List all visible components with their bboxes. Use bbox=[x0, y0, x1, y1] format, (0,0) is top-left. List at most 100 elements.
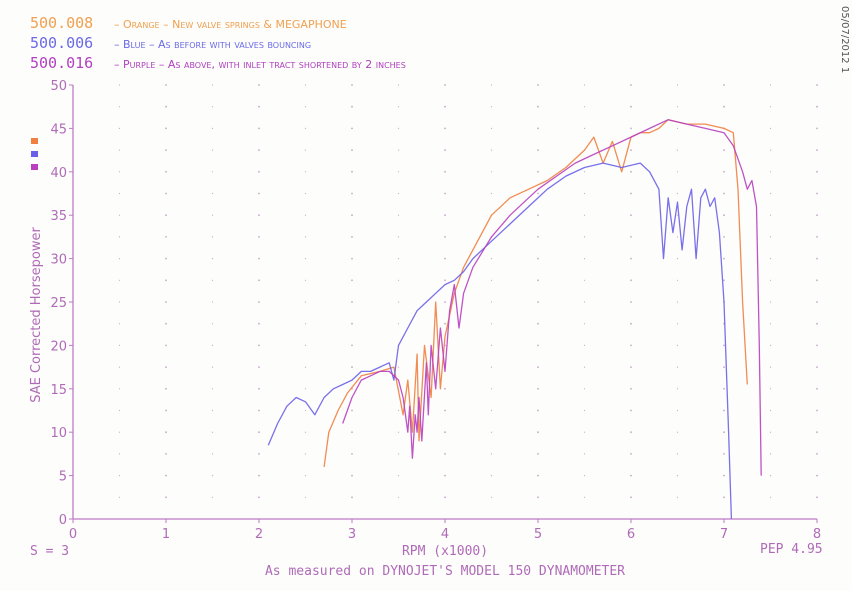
grid-dot bbox=[490, 127, 493, 129]
grid-dot bbox=[537, 279, 539, 282]
grid-dot bbox=[118, 301, 121, 303]
x-tick-label: 6 bbox=[627, 527, 635, 542]
grid-dot bbox=[211, 431, 214, 433]
grid-dot bbox=[304, 84, 307, 86]
grid-dot bbox=[723, 387, 725, 390]
grid-dot bbox=[769, 431, 772, 433]
y-tick-label: 45 bbox=[50, 122, 67, 137]
grid-dot bbox=[723, 105, 725, 108]
y-tick-label: 35 bbox=[50, 209, 67, 224]
grid-dot bbox=[583, 301, 586, 303]
grid-dot bbox=[630, 127, 632, 130]
grid-dot bbox=[165, 387, 167, 390]
grid-dot bbox=[583, 279, 586, 281]
legend-row-blue: 500.006 – Blue – As before with valves b… bbox=[30, 34, 406, 54]
grid-dot bbox=[816, 453, 818, 455]
grid-dot bbox=[630, 236, 632, 238]
grid-dot bbox=[537, 149, 539, 152]
grid-dot bbox=[397, 192, 400, 195]
grid-dot bbox=[630, 496, 632, 499]
grid-dot bbox=[258, 84, 260, 86]
grid-dot bbox=[444, 453, 446, 455]
grid-dot bbox=[165, 236, 167, 238]
grid-dot bbox=[351, 453, 353, 455]
grid-dot bbox=[444, 322, 446, 325]
grid-dot bbox=[444, 149, 446, 152]
grid-dot bbox=[723, 192, 725, 195]
grid-dot bbox=[630, 301, 632, 303]
grid-dot bbox=[397, 453, 400, 455]
grid-dot bbox=[630, 409, 632, 412]
grid-dot bbox=[211, 496, 214, 498]
grid-dot bbox=[583, 409, 586, 412]
grid-dot bbox=[816, 170, 818, 173]
x-tick-label: 2 bbox=[255, 527, 263, 542]
grid-dot bbox=[583, 496, 586, 498]
grid-dot bbox=[537, 105, 539, 108]
grid-dot bbox=[211, 344, 214, 346]
grid-dot bbox=[537, 84, 539, 86]
grid-dot bbox=[816, 214, 818, 217]
grid-dot bbox=[165, 496, 167, 499]
grid-dot bbox=[537, 366, 539, 368]
grid-dot bbox=[351, 301, 353, 303]
grid-dot bbox=[211, 366, 214, 368]
grid-dot bbox=[583, 453, 586, 455]
grid-dot bbox=[211, 149, 214, 151]
grid-dot bbox=[211, 323, 214, 325]
grid-dot bbox=[723, 496, 725, 499]
grid-dot bbox=[118, 171, 121, 173]
y-tick-label: 10 bbox=[50, 426, 67, 441]
grid-dot bbox=[397, 106, 400, 108]
grid-dot bbox=[118, 192, 121, 195]
grid-dot bbox=[165, 344, 167, 347]
grid-dot bbox=[769, 236, 772, 238]
grid-dot bbox=[816, 279, 818, 282]
grid-dot bbox=[211, 475, 214, 477]
grid-dot bbox=[304, 214, 307, 216]
grid-dot bbox=[583, 366, 586, 368]
grid-dot bbox=[211, 279, 214, 281]
grid-dot bbox=[583, 236, 586, 238]
grid-dot bbox=[630, 474, 632, 477]
grid-dot bbox=[816, 84, 818, 86]
grid-dot bbox=[211, 236, 214, 238]
grid-dot bbox=[397, 236, 400, 238]
grid-dot bbox=[211, 171, 214, 173]
grid-dot bbox=[165, 127, 167, 130]
grid-dot bbox=[165, 366, 167, 368]
grid-dot bbox=[304, 127, 307, 129]
grid-dot bbox=[211, 453, 214, 455]
grid-dot bbox=[444, 127, 446, 130]
grid-dot bbox=[165, 279, 167, 282]
grid-dot bbox=[769, 496, 772, 498]
grid-dot bbox=[258, 322, 260, 325]
grid-dot bbox=[397, 323, 400, 325]
grid-dot bbox=[351, 474, 353, 477]
grid-dot bbox=[351, 192, 353, 195]
legend-desc: – Blue – As before with valves bouncing bbox=[114, 38, 312, 51]
grid-dot bbox=[351, 170, 353, 173]
grid-dot bbox=[397, 475, 400, 477]
grid-dot bbox=[304, 236, 307, 238]
grid-dot bbox=[211, 84, 214, 86]
grid-dot bbox=[676, 409, 679, 412]
grid-dot bbox=[165, 453, 167, 455]
grid-dot bbox=[258, 127, 260, 130]
grid-dot bbox=[583, 106, 586, 108]
grid-dot bbox=[211, 214, 214, 216]
grid-dot bbox=[304, 323, 307, 325]
grid-dot bbox=[583, 475, 586, 477]
grid-dot bbox=[258, 496, 260, 499]
grid-dot bbox=[769, 214, 772, 216]
grid-dot bbox=[444, 279, 446, 282]
y-tick-label: 30 bbox=[50, 253, 67, 268]
grid-dot bbox=[537, 192, 539, 195]
grid-dot bbox=[769, 279, 772, 281]
grid-dot bbox=[816, 149, 818, 152]
grid-dot bbox=[816, 236, 818, 238]
grid-dot bbox=[676, 236, 679, 238]
grid-dot bbox=[304, 496, 307, 498]
grid-dot bbox=[211, 388, 214, 390]
y-axis-label: SAE Corrected Horsepower bbox=[29, 227, 44, 403]
